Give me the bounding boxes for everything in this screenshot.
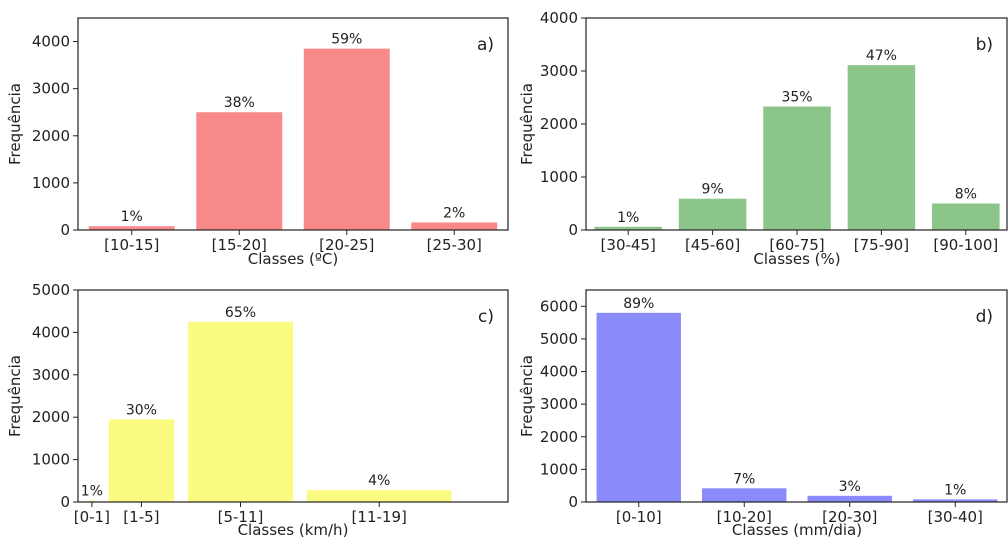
y-axis-label: Frequência: [518, 355, 536, 437]
x-tick-label: [0-10]: [616, 508, 662, 526]
x-tick-label: [11-19]: [352, 508, 407, 526]
data-label: 9%: [701, 182, 723, 198]
axes-frame: [585, 17, 1008, 231]
chart-panel-1: 1%38%59%2%[10-15] [15-20] [20-25] [25-30]01…: [6, 17, 509, 268]
axes-frame: [77, 289, 509, 503]
x-tick-label: [30-40]: [928, 508, 983, 526]
y-tick-label: 2000: [32, 408, 70, 426]
x-tick-label: [75-90]: [854, 236, 909, 254]
y-tick-label: 3000: [540, 62, 578, 80]
x-tick-label: [30-45]: [601, 236, 656, 254]
y-tick-label: 3000: [540, 395, 578, 413]
panel-label: d): [976, 307, 993, 327]
x-tick-label: [15-20]: [212, 236, 267, 254]
x-tick-label: [10-20]: [717, 508, 772, 526]
data-label: 1%: [944, 482, 966, 498]
bar-[60-75]: [763, 106, 831, 230]
x-tick-label: [20-25]: [319, 236, 374, 254]
y-tick-label: 1000: [540, 460, 578, 478]
bar-[30-40]: [913, 499, 998, 502]
axes-frame: [585, 289, 1008, 503]
bar-[10-15]: [88, 226, 175, 230]
bars: 1% 38% 59% 2%: [88, 32, 498, 230]
bar-[20-30]: [807, 495, 892, 502]
bar-[11-19]: [306, 490, 452, 502]
bar-[45-60]: [678, 198, 747, 230]
x-tick-label: [10-15]: [104, 236, 159, 254]
y-tick-label: 4000: [540, 363, 578, 381]
data-label: 2%: [443, 205, 465, 221]
bars: 89% 7% 3% 1%: [596, 296, 998, 502]
y-tick-label: 0: [568, 221, 578, 239]
y-tick-label: 2000: [540, 428, 578, 446]
y-tick-label: 4000: [32, 33, 70, 51]
x-tick-label: [5-11]: [218, 508, 264, 526]
data-label: 8%: [955, 187, 977, 203]
bar-[25-30]: [411, 222, 498, 230]
x-axis-label: Classes (mm/dia): [732, 521, 862, 539]
chart-panel-2: 1% 9% 35% 47% 8% [30-45] [45-60] [60-75] [75-90]…: [518, 9, 1008, 268]
x-tick-label: [20-30]: [822, 508, 877, 526]
y-tick-label: 6000: [540, 297, 578, 315]
y-tick-label: 2000: [32, 127, 70, 145]
y-tick-label: 0: [60, 493, 70, 511]
data-label: 38%: [224, 95, 255, 111]
y-tick-label: 3000: [32, 366, 70, 384]
bar-[0-10]: [596, 312, 681, 502]
data-label: 47%: [866, 48, 897, 64]
x-tick-label: [0-1]: [74, 508, 110, 526]
data-label: 30%: [126, 402, 157, 418]
y-tick-label: 2000: [540, 115, 578, 133]
bar-[5-11]: [187, 321, 293, 502]
y-tick-label: 3000: [32, 80, 70, 98]
y-axis-label: Frequência: [6, 355, 24, 437]
y-tick-label: 5000: [32, 281, 70, 299]
panel-label: a): [477, 35, 494, 55]
y-tick-label: 4000: [32, 323, 70, 341]
x-tick-label: [45-60]: [685, 236, 740, 254]
bar-[75-90]: [847, 65, 916, 230]
bar-[15-20]: [196, 112, 283, 230]
data-label: 59%: [331, 32, 362, 48]
y-tick-label: 1000: [32, 451, 70, 469]
x-tick-label: [25-30]: [427, 236, 482, 254]
data-label: 1%: [617, 210, 639, 226]
panel-label: b): [976, 35, 993, 55]
bar-[90-100]: [932, 203, 1000, 230]
bars: 1% 30% 65% 4%: [81, 305, 452, 502]
x-tick-label: [90-100]: [933, 236, 998, 254]
data-label: 1%: [81, 483, 103, 499]
bar-[30-45]: [594, 226, 662, 230]
chart-panel-3: 1% 30% 65% 4% [0-1] [1-5] [5-11] [11-19] 0 1000 20…: [6, 281, 509, 539]
bars: 1% 9% 35% 47% 8%: [594, 48, 1000, 230]
bar-[20-25]: [303, 48, 390, 230]
data-label: 3%: [839, 479, 861, 495]
y-tick-label: 0: [60, 221, 70, 239]
x-axis-label: Classes (%): [753, 250, 840, 268]
y-tick-label: 4000: [540, 9, 578, 27]
data-label: 4%: [368, 473, 390, 489]
y-axis-label: Frequência: [518, 83, 536, 165]
y-tick-label: 5000: [540, 330, 578, 348]
data-label: 1%: [121, 209, 143, 225]
bar-[0-1]: [88, 500, 95, 502]
y-tick-label: 1000: [540, 168, 578, 186]
y-tick-label: 1000: [32, 174, 70, 192]
x-axis-label: Classes (ºC): [248, 250, 339, 268]
axes-frame: [77, 17, 509, 231]
bar-[1-5]: [108, 419, 175, 502]
data-label: 65%: [225, 305, 256, 321]
data-label: 89%: [623, 296, 654, 312]
y-axis-label: Frequência: [6, 83, 24, 165]
x-tick-label: [60-75]: [769, 236, 824, 254]
data-label: 35%: [781, 90, 812, 106]
chart-panel-4: 89% 7% 3% 1% [0-10] [10-20] [20-30] [30-40] 0 100…: [518, 289, 1008, 539]
x-tick-label: [1-5]: [123, 508, 159, 526]
panel-label: c): [478, 307, 494, 327]
data-label: 7%: [733, 471, 755, 487]
x-axis-label: Classes (km/h): [238, 521, 349, 539]
bar-[10-20]: [702, 488, 787, 502]
y-tick-label: 0: [568, 493, 578, 511]
